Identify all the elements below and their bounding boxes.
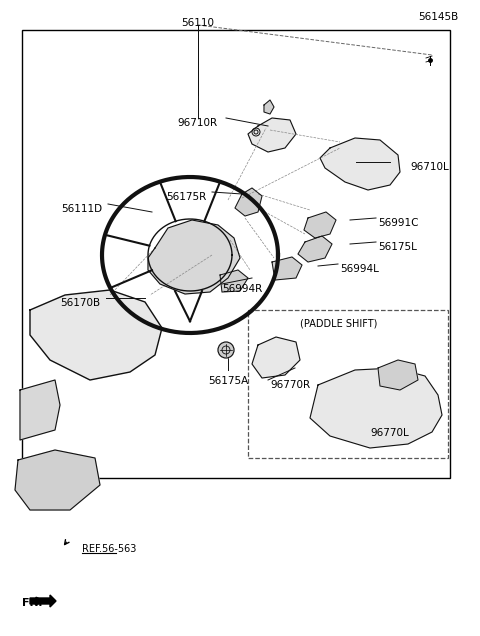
- Text: 96710L: 96710L: [410, 162, 449, 172]
- Text: FR.: FR.: [22, 598, 43, 608]
- Bar: [248, 310, 448, 458]
- Text: 56111D: 56111D: [61, 204, 102, 214]
- Polygon shape: [30, 290, 162, 380]
- Polygon shape: [304, 212, 336, 238]
- Polygon shape: [320, 138, 400, 190]
- Text: 96710R: 96710R: [178, 118, 218, 128]
- Text: 96770R: 96770R: [270, 380, 310, 390]
- Polygon shape: [272, 257, 302, 280]
- Text: 56175L: 56175L: [378, 242, 417, 252]
- Text: 56145B: 56145B: [418, 12, 458, 22]
- Polygon shape: [235, 188, 262, 216]
- Text: 56175R: 56175R: [166, 192, 206, 202]
- Text: 56991C: 56991C: [378, 218, 419, 228]
- Polygon shape: [15, 450, 100, 510]
- Text: 56175A: 56175A: [208, 376, 248, 386]
- Text: REF.56-563: REF.56-563: [82, 544, 136, 554]
- Text: 56110: 56110: [181, 18, 215, 28]
- Polygon shape: [20, 380, 60, 440]
- Polygon shape: [220, 270, 248, 292]
- Bar: [22, 30, 450, 478]
- Circle shape: [218, 342, 234, 358]
- Polygon shape: [264, 100, 274, 114]
- Text: 56994L: 56994L: [340, 264, 379, 274]
- Polygon shape: [310, 368, 442, 448]
- Text: 96770L: 96770L: [370, 428, 409, 438]
- Polygon shape: [252, 337, 300, 378]
- Polygon shape: [248, 118, 296, 152]
- Polygon shape: [298, 236, 332, 262]
- Text: (PADDLE SHIFT): (PADDLE SHIFT): [300, 318, 377, 328]
- Text: 56994R: 56994R: [222, 284, 262, 294]
- Polygon shape: [30, 595, 56, 607]
- Polygon shape: [148, 220, 240, 294]
- Polygon shape: [378, 360, 418, 390]
- Text: 56170B: 56170B: [60, 298, 100, 308]
